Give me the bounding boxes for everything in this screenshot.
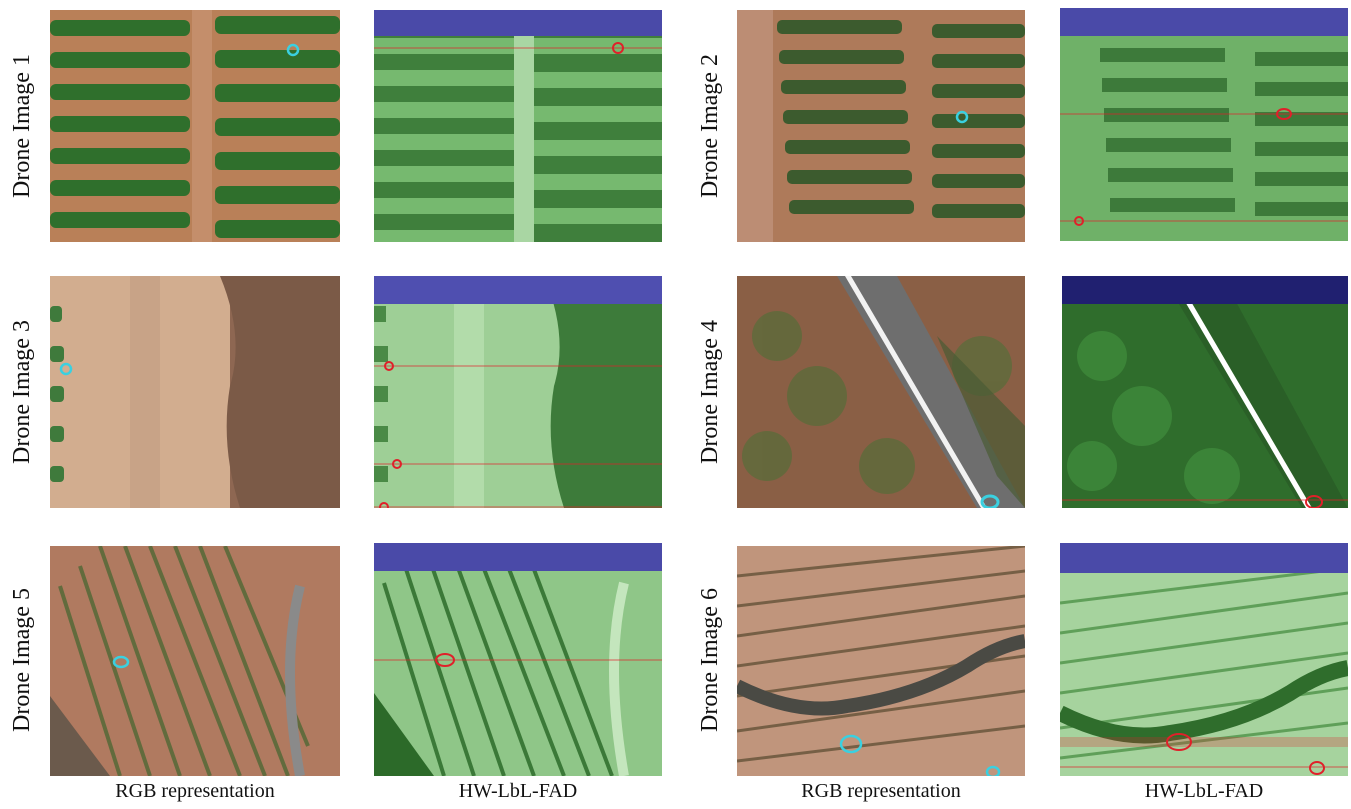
detection-panel-drone-image-3 <box>374 276 662 508</box>
row-label-drone-image-5: Drone Image 5 <box>9 588 35 732</box>
detection-panel-drone-image-6 <box>1060 543 1348 776</box>
column-label-detection-left: HW-LbL-FAD <box>458 780 578 802</box>
column-label-detection-right: HW-LbL-FAD <box>1144 780 1264 802</box>
column-label-rgb-right: RGB representation <box>801 780 961 802</box>
row-label-drone-image-4: Drone Image 4 <box>697 320 723 464</box>
rgb-panel-drone-image-2 <box>737 10 1025 242</box>
detection-panel-drone-image-5 <box>374 543 662 776</box>
rgb-panel-drone-image-3 <box>50 276 340 508</box>
rgb-panel-drone-image-5 <box>50 546 340 776</box>
row-label-drone-image-3: Drone Image 3 <box>9 320 35 464</box>
detection-panel-drone-image-2 <box>1060 8 1348 241</box>
column-label-rgb-left: RGB representation <box>115 780 275 802</box>
rgb-panel-drone-image-4 <box>737 276 1025 508</box>
rgb-panel-drone-image-1 <box>50 10 340 242</box>
row-label-drone-image-1: Drone Image 1 <box>9 54 35 198</box>
detection-panel-drone-image-4 <box>1062 276 1348 508</box>
row-label-drone-image-2: Drone Image 2 <box>697 54 723 198</box>
rgb-panel-drone-image-6 <box>737 546 1025 776</box>
detection-panel-drone-image-1 <box>374 10 662 242</box>
row-label-drone-image-6: Drone Image 6 <box>697 588 723 732</box>
